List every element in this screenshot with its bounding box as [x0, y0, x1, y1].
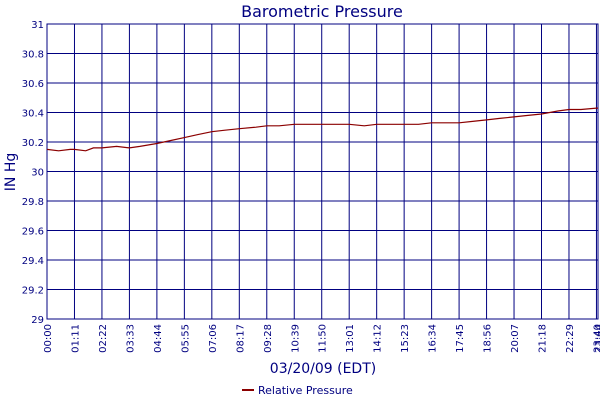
- x-tick-label: 18:56: [483, 324, 494, 353]
- x-tick-label: 10:39: [290, 324, 301, 353]
- series-layer: [46, 107, 598, 152]
- x-tick-label: 15:23: [400, 324, 411, 353]
- x-tick-label: 14:12: [373, 324, 384, 353]
- x-tick-label: 01:11: [70, 324, 81, 353]
- y-tick-label: 30.2: [22, 138, 44, 149]
- x-tick-label: 07:06: [208, 324, 219, 353]
- y-tick-label: 29.4: [22, 256, 44, 267]
- y-tick-label: 29.2: [22, 286, 44, 297]
- y-axis-label: IN Hg: [3, 153, 19, 191]
- y-tick-label: 29.8: [22, 197, 44, 208]
- y-tick-label: 30: [31, 168, 44, 179]
- y-tick-labels: 29 29.2 29.4 29.6 29.8 30 30.2 30.4 30.6 30.8 31: [22, 20, 44, 326]
- x-tick-label: 13:01: [345, 324, 356, 353]
- legend-label: Relative Pressure: [258, 384, 353, 397]
- x-tick-label: 23:44: [594, 324, 600, 353]
- x-tick-label: 16:34: [428, 324, 439, 353]
- x-tick-label: 08:17: [235, 324, 246, 353]
- x-tick-label: 02:22: [98, 324, 109, 353]
- x-tick-label: 21:18: [538, 324, 549, 353]
- grid-lines: [46, 23, 599, 320]
- series-line-relative-pressure: [46, 107, 598, 152]
- y-tick-label: 30.8: [22, 50, 44, 61]
- x-tick-label: 00:00: [43, 324, 54, 353]
- x-tick-label: 09:28: [263, 324, 274, 353]
- x-tick-label: 05:55: [180, 324, 191, 353]
- x-tick-label: 11:50: [318, 324, 329, 353]
- y-tick-label: 30.6: [22, 79, 44, 90]
- y-tick-label: 30.4: [22, 109, 44, 120]
- y-tick-label: 31: [31, 20, 44, 31]
- x-tick-labels: 00:00 01:11 02:22 03:33 04:44 05:55 07:06 08:17…: [43, 324, 600, 353]
- x-axis-label: 03/20/09 (EDT): [270, 361, 376, 377]
- legend: Relative Pressure: [242, 384, 353, 397]
- y-tick-label: 29: [31, 315, 44, 326]
- x-tick-label: 03:33: [125, 324, 136, 353]
- x-tick-label: 23:40: [592, 324, 600, 353]
- y-tick-label: 29.6: [22, 227, 44, 238]
- x-tick-label: 20:07: [510, 324, 521, 353]
- x-tick-label: 22:29: [565, 324, 576, 353]
- chart-title: Barometric Pressure: [241, 2, 403, 21]
- x-tick-label: 04:44: [153, 324, 164, 353]
- x-tick-label: 17:45: [455, 324, 466, 353]
